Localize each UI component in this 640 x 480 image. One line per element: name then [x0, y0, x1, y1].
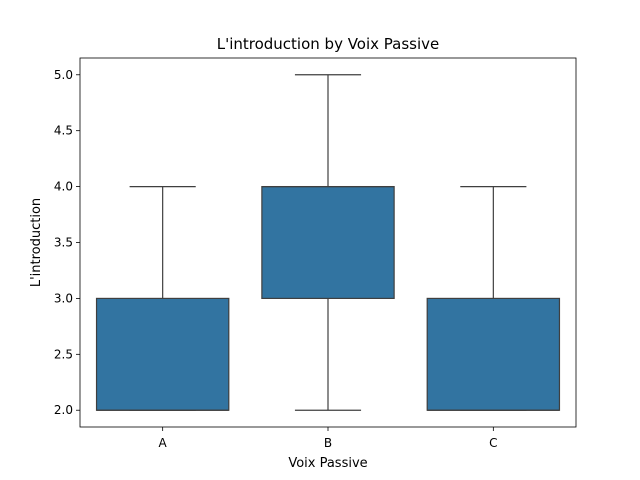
box-group-b [261, 74, 395, 411]
box-iqr [95, 297, 230, 411]
x-tick-label: A [159, 436, 168, 450]
y-tick-label: 5.0 [54, 68, 73, 82]
plot-area [95, 74, 561, 411]
x-tick-label: B [324, 436, 332, 450]
box-group-a [95, 185, 230, 411]
box-iqr [261, 185, 395, 300]
y-tick-label: 4.0 [54, 180, 73, 194]
box-group-c [426, 185, 561, 411]
y-tick-label: 2.0 [54, 403, 73, 417]
y-axis-label: L'introduction [29, 198, 44, 287]
box-iqr [426, 297, 561, 411]
x-axis-label: Voix Passive [288, 456, 367, 471]
y-tick-label: 3.5 [54, 236, 73, 250]
x-tick-label: C [489, 436, 497, 450]
y-axis: 2.0 2.5 3.0 3.5 4.0 4.5 5.0 [54, 68, 80, 417]
y-tick-label: 3.0 [54, 291, 73, 305]
x-axis: A B C [159, 427, 498, 450]
chart-title: L'introduction by Voix Passive [217, 35, 440, 53]
y-tick-label: 4.5 [54, 124, 73, 138]
y-tick-label: 2.5 [54, 347, 73, 361]
